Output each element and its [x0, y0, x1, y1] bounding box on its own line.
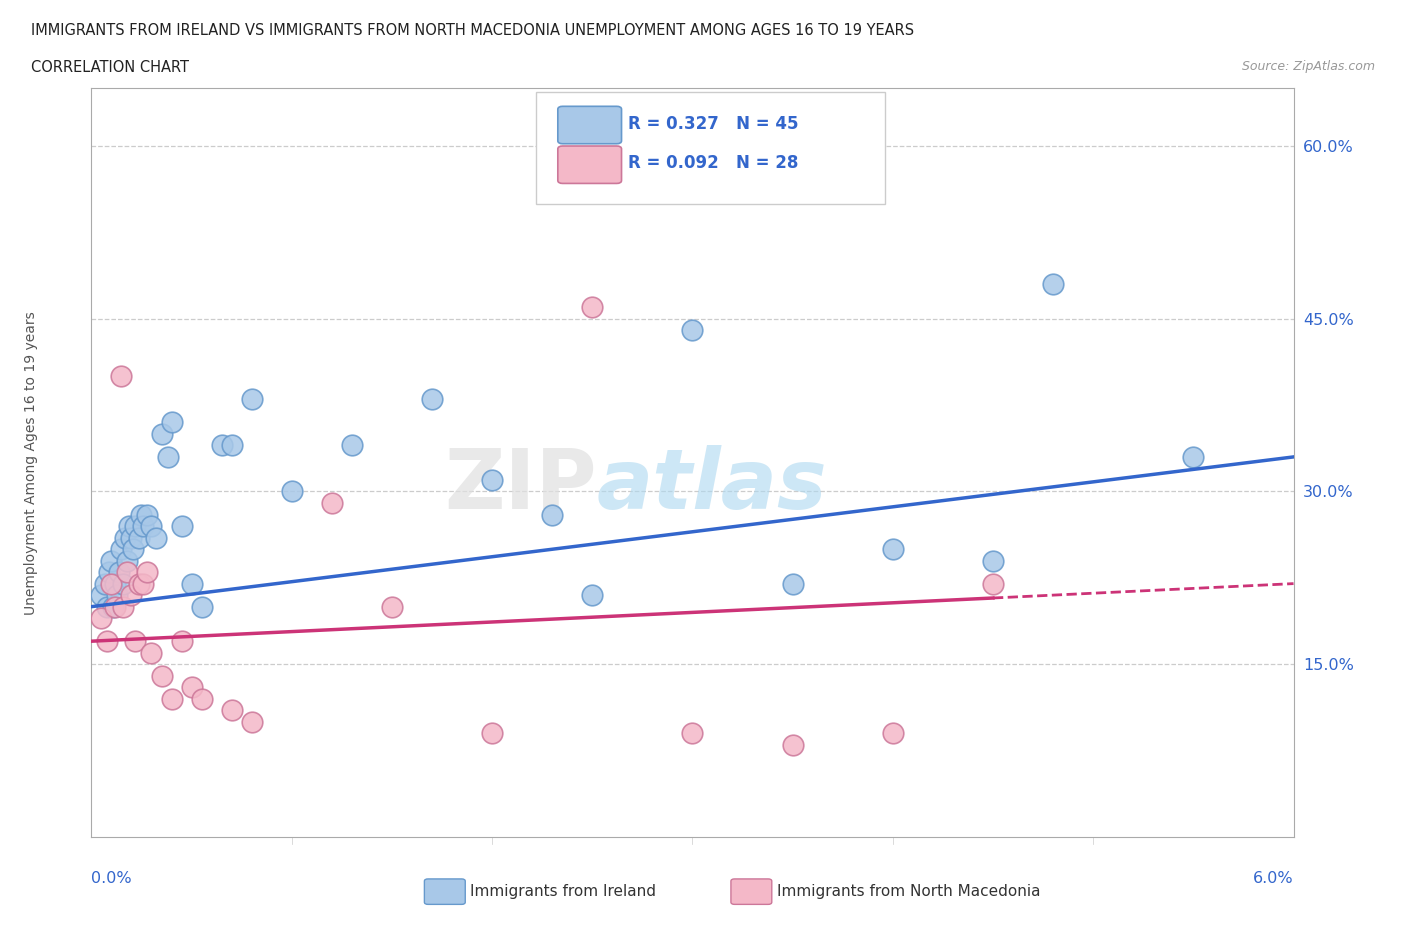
Point — [190, 599, 212, 614]
Point — [240, 714, 263, 729]
Point — [96, 633, 118, 648]
Point — [641, 173, 664, 188]
Point — [141, 519, 163, 534]
Point — [541, 507, 564, 522]
Point — [782, 577, 804, 591]
Point — [121, 588, 143, 603]
Point — [145, 530, 167, 545]
Point — [180, 680, 202, 695]
Point — [481, 726, 503, 741]
Point — [882, 541, 904, 556]
Text: R = 0.327   N = 45: R = 0.327 N = 45 — [627, 114, 799, 133]
Point — [124, 519, 146, 534]
Point — [110, 541, 132, 556]
Point — [882, 726, 904, 741]
Text: IMMIGRANTS FROM IRELAND VS IMMIGRANTS FROM NORTH MACEDONIA UNEMPLOYMENT AMONG AG: IMMIGRANTS FROM IRELAND VS IMMIGRANTS FR… — [31, 23, 914, 38]
Point — [581, 299, 603, 314]
Point — [150, 427, 173, 442]
Point — [107, 588, 129, 603]
Point — [420, 392, 443, 406]
Point — [128, 530, 150, 545]
Point — [221, 703, 243, 718]
Point — [160, 691, 183, 706]
Text: 6.0%: 6.0% — [1253, 870, 1294, 885]
Text: Immigrants from North Macedonia: Immigrants from North Macedonia — [776, 884, 1040, 899]
Text: atlas: atlas — [596, 445, 827, 525]
Point — [108, 565, 131, 579]
Text: R = 0.092   N = 28: R = 0.092 N = 28 — [627, 154, 799, 172]
Point — [981, 553, 1004, 568]
Text: ZIP: ZIP — [444, 445, 596, 525]
Point — [122, 541, 145, 556]
Point — [190, 691, 212, 706]
Point — [124, 633, 146, 648]
Point — [103, 599, 125, 614]
Point — [180, 577, 202, 591]
Point — [104, 599, 127, 614]
Point — [1042, 277, 1064, 292]
Point — [100, 577, 122, 591]
Point — [136, 507, 159, 522]
Point — [90, 611, 112, 626]
Point — [117, 553, 139, 568]
FancyBboxPatch shape — [425, 879, 465, 904]
Point — [170, 633, 193, 648]
Point — [128, 577, 150, 591]
Point — [98, 565, 121, 579]
Point — [240, 392, 263, 406]
Text: CORRELATION CHART: CORRELATION CHART — [31, 60, 188, 75]
Point — [112, 599, 135, 614]
FancyBboxPatch shape — [558, 106, 621, 144]
Point — [150, 669, 173, 684]
FancyBboxPatch shape — [731, 879, 772, 904]
Point — [681, 726, 703, 741]
Point — [782, 737, 804, 752]
Point — [141, 645, 163, 660]
Point — [121, 530, 143, 545]
Point — [100, 553, 122, 568]
Point — [136, 565, 159, 579]
Point — [221, 438, 243, 453]
Point — [132, 519, 155, 534]
Point — [131, 507, 153, 522]
FancyBboxPatch shape — [536, 92, 884, 205]
Point — [114, 530, 136, 545]
Point — [156, 449, 179, 464]
Point — [112, 577, 135, 591]
Point — [340, 438, 363, 453]
Point — [211, 438, 233, 453]
Point — [160, 415, 183, 430]
Point — [981, 577, 1004, 591]
FancyBboxPatch shape — [558, 146, 621, 183]
Point — [280, 484, 302, 498]
Point — [104, 577, 127, 591]
Point — [90, 588, 112, 603]
Text: Immigrants from Ireland: Immigrants from Ireland — [470, 884, 657, 899]
Text: Unemployment Among Ages 16 to 19 years: Unemployment Among Ages 16 to 19 years — [24, 311, 38, 615]
Point — [132, 577, 155, 591]
Point — [170, 519, 193, 534]
Point — [481, 472, 503, 487]
Point — [94, 577, 117, 591]
Point — [110, 369, 132, 384]
Point — [681, 323, 703, 338]
Point — [118, 519, 141, 534]
Text: 0.0%: 0.0% — [91, 870, 132, 885]
Point — [321, 496, 343, 511]
Point — [581, 588, 603, 603]
Text: Source: ZipAtlas.com: Source: ZipAtlas.com — [1241, 60, 1375, 73]
Point — [96, 599, 118, 614]
Point — [1182, 449, 1205, 464]
Point — [117, 565, 139, 579]
Point — [381, 599, 404, 614]
